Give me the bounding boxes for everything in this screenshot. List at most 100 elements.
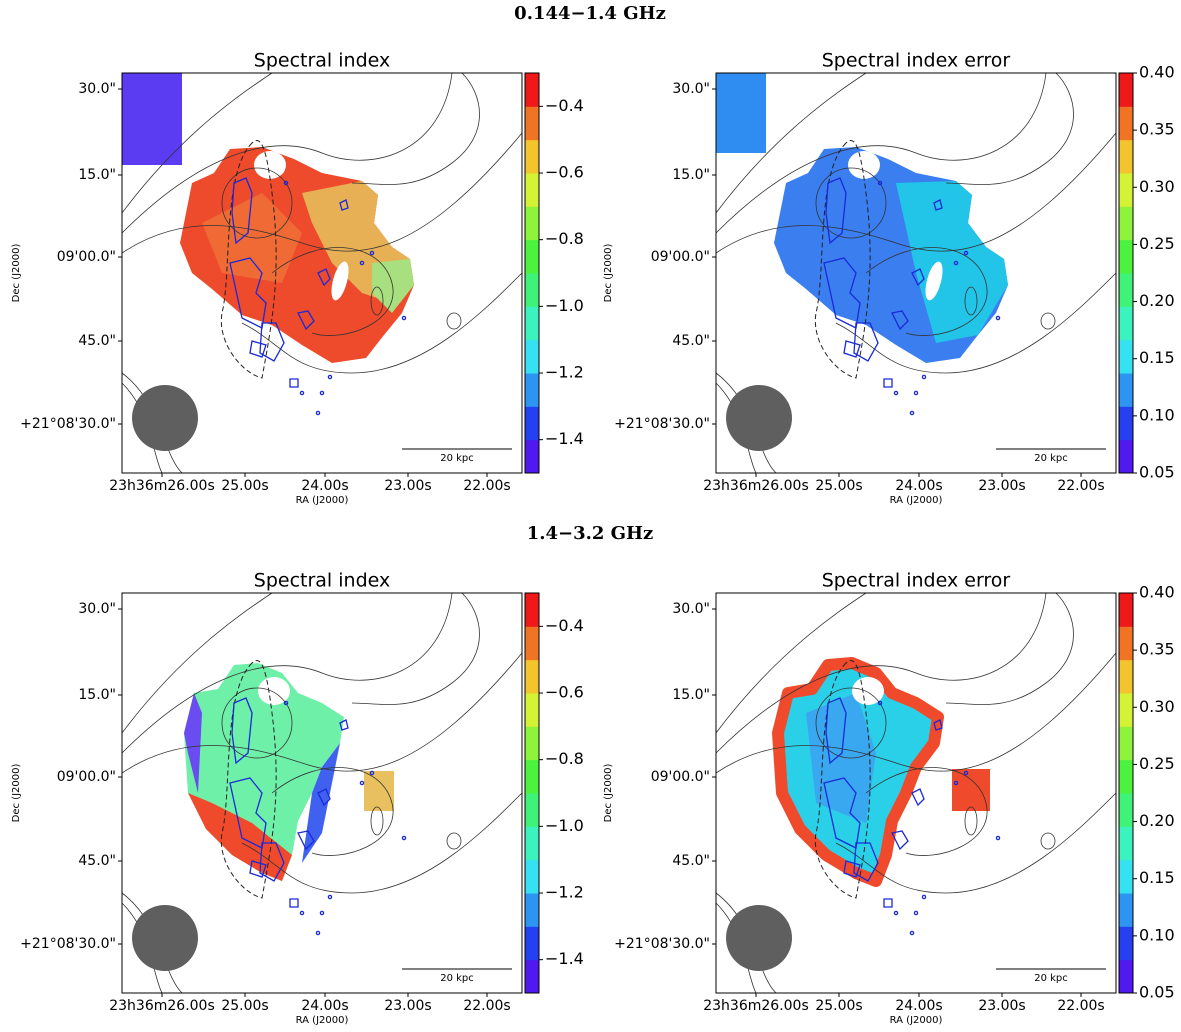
contour [121,72,273,214]
y-tick-label: 09'00.0" [57,769,116,785]
hole [925,261,943,301]
hole [331,261,349,301]
colorbar-band [525,726,539,761]
colorbar-band [525,106,539,141]
optical-contour [327,894,333,900]
optical-contour [853,842,879,882]
contour [121,132,523,254]
colorbar-band [1119,726,1133,761]
x-axis-label: RA (J2000) [890,495,943,506]
hole [254,151,286,179]
optical-contour [259,322,285,362]
colorbar-band [525,306,539,341]
x-tick-label: 24.00s [301,478,348,494]
colorbar-tick-label: −0.8 [545,229,584,248]
optical-contour [229,777,267,849]
optical-contour [933,199,943,211]
colorbar-band [1119,139,1133,174]
colorbar-tick-label: 0.25 [1139,234,1175,253]
colorbar-band [525,959,539,994]
contour [121,72,453,234]
optical-contour [299,910,305,916]
map-region [188,793,292,881]
optical-contour [825,697,847,765]
map-region [806,693,876,823]
y-tick-label: 30.0" [78,81,116,97]
colorbar-tick-label: 0.35 [1139,640,1175,659]
y-tick-label: +21°08'30.0" [614,416,710,432]
colorbar-band [1119,406,1133,441]
colorbar-band [1119,593,1133,627]
colorbar-tick-label: −0.4 [545,616,584,635]
colorbar-tick-label: 0.05 [1139,983,1175,1002]
y-tick-label: 30.0" [672,601,710,617]
map-region [952,769,990,811]
optical-contour [843,340,861,358]
colorbar-tick-label: −0.6 [545,683,584,702]
optical-contour [913,390,919,396]
contour [370,286,384,316]
colorbar-tick-label: 0.05 [1139,463,1175,482]
contour [446,312,462,330]
contour [715,72,867,214]
optical-contour [249,340,267,358]
contour [964,806,978,836]
colorbar-band [525,926,539,961]
optical-contour [995,835,1001,841]
colorbar-band [525,439,539,474]
panel: 20 kpc [121,592,523,994]
contour [1040,832,1056,850]
y-axis-label: Dec (J2000) [603,764,614,823]
colorbar-tick-label: 0.40 [1139,63,1175,82]
x-tick-label: 24.00s [895,998,942,1014]
optical-contour [283,700,289,706]
x-tick-label: 24.00s [301,998,348,1014]
optical-contour [877,700,883,706]
colorbar-tick-label: −1.2 [545,363,584,382]
colorbar-band [525,73,539,107]
colorbar-band [525,373,539,407]
optical-contour [339,199,349,211]
colorbar-band [525,659,539,694]
map-region [122,73,182,165]
x-axis-label: RA (J2000) [296,1015,349,1026]
colorbar-band [1119,339,1133,374]
optical-contour [401,835,407,841]
colorbar-band [1119,106,1133,141]
y-tick-label: 15.0" [78,687,116,703]
optical-contour [319,910,325,916]
x-tick-label: 23.00s [384,478,431,494]
contour [715,132,1117,254]
hole [852,677,884,705]
contour [964,286,978,316]
scalebar-label: 20 kpc [440,973,474,984]
optical-contour [825,177,847,245]
optical-contour [369,770,375,776]
x-tick-label: 22.00s [1057,478,1104,494]
optical-contour [317,268,331,287]
optical-contour [883,378,893,388]
axes-frame [121,592,523,994]
optical-contour [359,260,365,266]
colorbar-band [525,759,539,794]
optical-contour [249,860,267,878]
colorbar-frame [524,72,540,474]
optical-contour [283,180,289,186]
beam [132,905,198,971]
contour [715,592,1047,754]
y-tick-label: 15.0" [672,167,710,183]
axes-frame [715,592,1117,994]
colorbar-tick-label: −0.6 [545,163,584,182]
optical-contour [823,257,861,329]
contour [271,767,394,856]
colorbar-frame [1118,592,1134,994]
optical-contour [317,788,331,807]
colorbar-tick-label: 0.40 [1139,583,1175,602]
contour [241,792,523,894]
optical-contour [909,410,915,416]
axes-frame [715,72,1117,474]
colorbar-band [1119,893,1133,927]
y-tick-label: 30.0" [78,601,116,617]
x-tick-label: 23h36m26.00s [703,998,809,1014]
optical-contour [921,894,927,900]
